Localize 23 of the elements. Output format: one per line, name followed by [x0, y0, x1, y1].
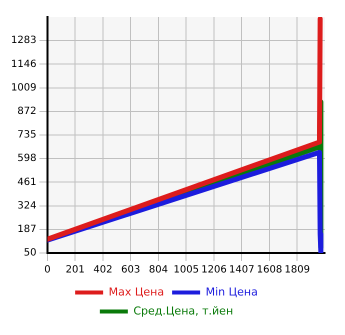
y-tick-label: 598: [17, 153, 36, 164]
x-tick-label: 1407: [229, 264, 254, 276]
x-tick-label: 1206: [201, 264, 227, 276]
y-tick-label: 1009: [10, 82, 36, 94]
x-tick-label: 603: [121, 264, 140, 276]
y-tick-label: 461: [17, 176, 36, 188]
y-tick-label: 872: [17, 106, 36, 117]
y-tick-label: 324: [17, 200, 36, 212]
x-tick-label: 201: [66, 264, 85, 276]
legend-label: Max Цена: [108, 285, 164, 298]
legend-label: Сред.Цена, т.йен: [133, 304, 234, 318]
x-tick-label: 402: [93, 264, 113, 276]
x-tick-label: 804: [148, 264, 168, 276]
y-tick-label: 1146: [10, 58, 36, 70]
y-tick-label: 1283: [10, 35, 36, 46]
x-tick-label: 1005: [174, 264, 199, 276]
x-tick-label: 1608: [256, 264, 282, 276]
x-tick-label: 0: [44, 264, 51, 276]
y-tick-label: 50: [24, 248, 36, 259]
x-tick-label: 1809: [284, 264, 310, 276]
legend-label: Min Цена: [206, 285, 258, 298]
y-tick-label: 735: [17, 130, 36, 141]
y-tick-label: 187: [17, 224, 36, 235]
